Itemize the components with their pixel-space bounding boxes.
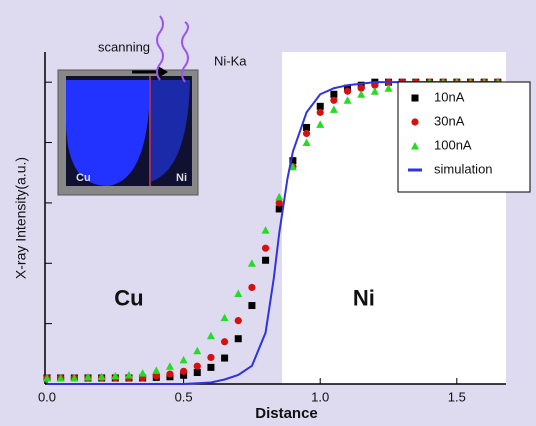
x-axis-label: Distance (255, 405, 318, 422)
x-tick-label: 1.5 (448, 389, 466, 404)
legend-label: simulation (434, 161, 493, 176)
marker-circle (235, 317, 242, 324)
inset: scanning Ni-Ka Cu Ni (58, 16, 247, 195)
marker-triangle (139, 369, 147, 377)
legend: 10nA 30nA 100nA simulation (398, 82, 530, 192)
chart: 0.0 0.5 1.0 1.5 Distance X-ray Intensity(a.u.… (0, 0, 536, 426)
marker-triangle (180, 356, 188, 364)
marker-square (235, 335, 242, 342)
inset-scanning-label: scanning (98, 39, 150, 54)
marker-circle (330, 97, 337, 104)
marker-circle (317, 109, 324, 116)
marker-circle (207, 354, 214, 361)
marker-circle (248, 284, 255, 291)
marker-square (262, 257, 269, 264)
inset-emission-label: Ni-Ka (214, 53, 247, 68)
marker-circle (221, 338, 228, 345)
marker-triangle (207, 332, 215, 340)
legend-swatch (412, 95, 419, 102)
legend-label: 100nA (434, 137, 472, 152)
marker-triangle (166, 362, 174, 370)
legend-label: 30nA (434, 113, 465, 128)
marker-square (248, 302, 255, 309)
marker-square (207, 364, 214, 371)
marker-circle (180, 368, 187, 375)
marker-circle (262, 245, 269, 252)
marker-triangle (193, 347, 201, 355)
region-label: Cu (114, 285, 143, 310)
marker-triangle (234, 289, 242, 297)
y-axis-label: X-ray Intensity(a.u.) (13, 157, 29, 279)
marker-square (194, 369, 201, 376)
x-tick-label: 0.5 (175, 389, 193, 404)
marker-square (221, 355, 228, 362)
x-tick-label: 0.0 (38, 389, 56, 404)
inset-cu-label: Cu (76, 172, 91, 184)
inset-ni-label: Ni (176, 172, 187, 184)
region-label: Ni (353, 285, 375, 310)
page: {"chart_data": {"type": "scatter", "x_la… (0, 0, 536, 426)
marker-triangle (262, 226, 270, 234)
marker-circle (303, 130, 310, 137)
legend-swatch (411, 118, 418, 125)
marker-circle (276, 199, 283, 206)
marker-triangle (152, 366, 160, 374)
marker-circle (194, 363, 201, 370)
marker-triangle (248, 259, 256, 267)
legend-label: 10nA (434, 89, 465, 104)
x-tick-label: 1.0 (311, 389, 329, 404)
marker-circle (344, 88, 351, 95)
marker-triangle (221, 314, 229, 322)
marker-circle (166, 370, 173, 377)
